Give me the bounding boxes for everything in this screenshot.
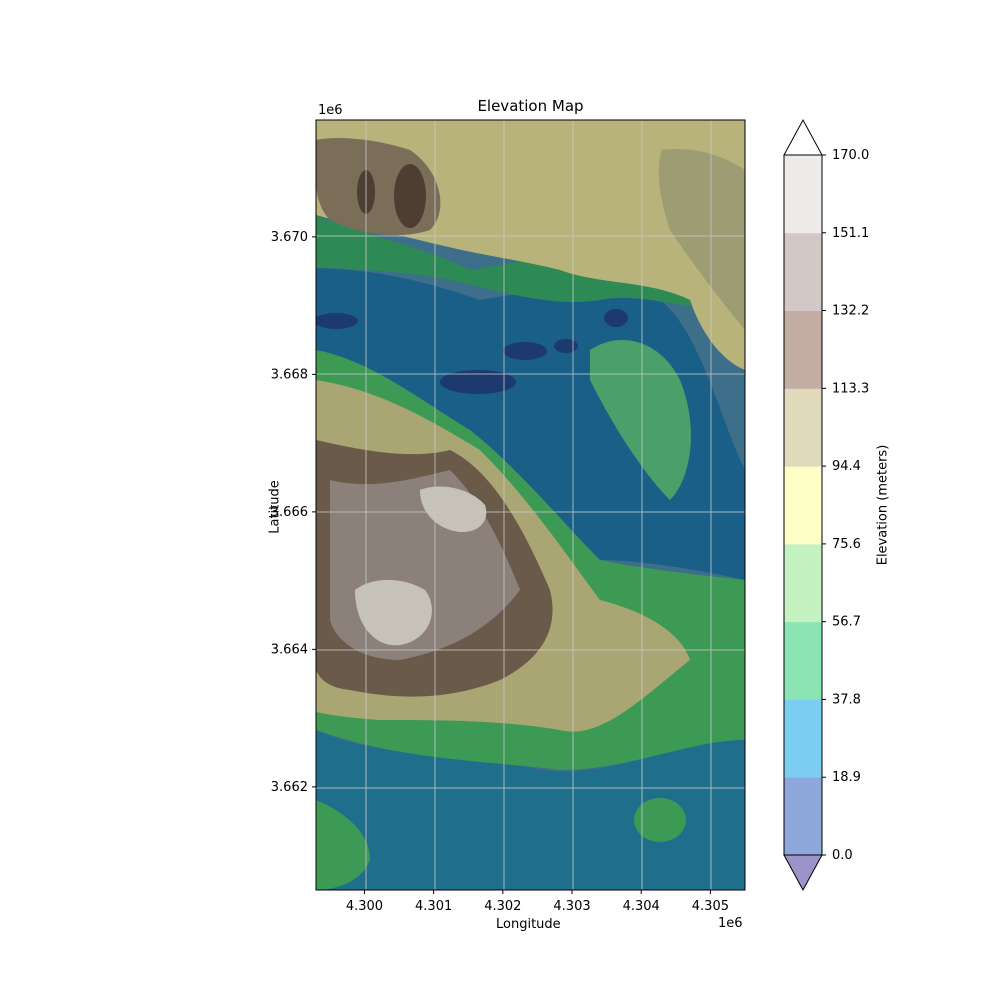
colorbar-tick-label: 151.1 <box>832 226 869 241</box>
y-tick-label: 3.662 <box>271 780 308 795</box>
green-patch-south <box>634 798 686 842</box>
hill-north-peak-1 <box>394 164 426 228</box>
colorbar-tick-label: 37.8 <box>832 692 861 707</box>
colorbar-segment <box>784 388 822 467</box>
colorbar-segment <box>784 232 822 312</box>
colorbar-segment <box>784 466 822 545</box>
x-tick-label: 4.302 <box>484 899 521 914</box>
colorbar-tick-label: 56.7 <box>832 615 861 630</box>
deep-water-2 <box>503 342 547 360</box>
green-patch-southwest <box>316 800 370 890</box>
map-grid <box>316 120 745 890</box>
elevation-map <box>316 120 745 890</box>
green-island <box>590 340 691 500</box>
colorbar-over-arrow <box>783 118 823 156</box>
axis-ticks: 4.300 4.301 4.302 4.303 4.304 4.305 3.662 3.664… <box>271 230 729 914</box>
deep-water-1 <box>440 370 516 394</box>
colorbar-segment <box>784 699 822 778</box>
colorbar-tick-label: 94.4 <box>832 459 861 474</box>
y-tick-label: 3.670 <box>271 230 308 245</box>
colorbar-tick-label: 0.0 <box>832 848 853 863</box>
y-tick-label: 3.668 <box>271 367 308 382</box>
colorbar-tick-label: 18.9 <box>832 770 861 785</box>
colorbar-segment <box>784 543 822 623</box>
upland-northeast <box>658 149 745 330</box>
map-frame <box>315 119 746 891</box>
x-tick-label: 4.300 <box>346 899 383 914</box>
deep-water-5 <box>316 313 358 329</box>
colorbar-tick-label: 113.3 <box>832 381 869 396</box>
colorbar-segment <box>784 621 822 700</box>
deep-water-4 <box>604 309 628 327</box>
y-offset-label: 1e6 <box>318 103 343 118</box>
y-tick-label: 3.664 <box>271 642 308 657</box>
x-axis-label: Longitude <box>496 917 561 932</box>
colorbar-tick-label: 170.0 <box>832 148 869 163</box>
x-tick-label: 4.301 <box>415 899 452 914</box>
colorbar-under-arrow <box>783 854 823 892</box>
y-tick-label: 3.666 <box>271 505 308 520</box>
chart-title: Elevation Map <box>477 97 584 115</box>
hill-summit-1 <box>420 486 487 533</box>
colorbar-segment <box>784 155 822 234</box>
colorbar-segment <box>784 777 822 856</box>
colorbar-frame <box>783 154 823 856</box>
x-tick-label: 4.303 <box>553 899 590 914</box>
x-offset-label: 1e6 <box>718 916 743 931</box>
deep-water-3 <box>554 339 578 353</box>
colorbar-tick-label: 75.6 <box>832 537 861 552</box>
colorbar-segment <box>784 310 822 389</box>
x-tick-label: 4.304 <box>623 899 660 914</box>
hill-summit-2 <box>355 579 432 646</box>
colorbar: 0.0 18.9 37.8 56.7 75.6 94.4 113.3 132.2 151.1 17… <box>783 118 869 892</box>
lowland-south <box>316 730 745 890</box>
x-tick-label: 4.305 <box>692 899 729 914</box>
colorbar-tick-label: 132.2 <box>832 304 869 319</box>
